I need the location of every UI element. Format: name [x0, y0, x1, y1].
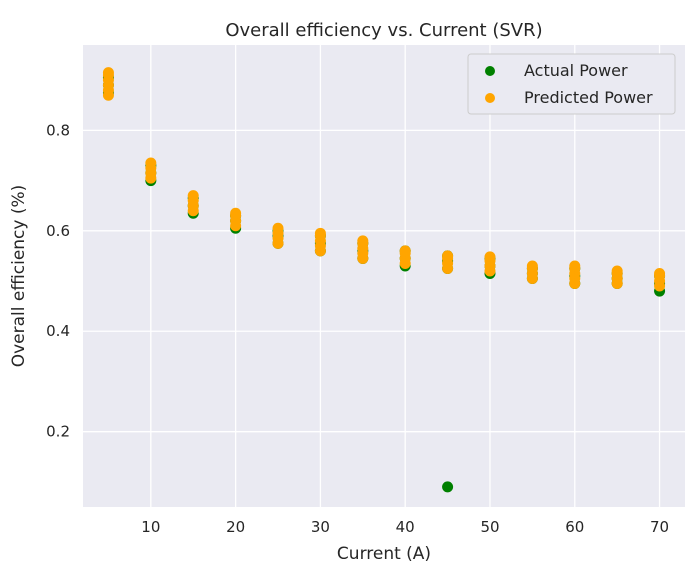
- data-point: [357, 235, 369, 247]
- grid-lines: [83, 45, 685, 507]
- x-axis-label: Current (A): [337, 544, 431, 564]
- x-tick-label: 10: [141, 518, 160, 536]
- x-tick-label: 70: [650, 518, 669, 536]
- data-point: [145, 157, 157, 169]
- legend: Actual Power Predicted Power: [467, 53, 676, 115]
- data-points: [102, 67, 666, 493]
- y-axis-ticks: 0.2 0.4 0.6 0.8: [46, 121, 70, 440]
- data-point: [484, 251, 496, 263]
- x-tick-label: 40: [396, 518, 415, 536]
- legend-box: [467, 53, 676, 115]
- y-tick-label: 0.2: [46, 423, 70, 441]
- data-point: [272, 222, 284, 234]
- data-point: [611, 265, 623, 277]
- data-point: [230, 207, 242, 219]
- legend-marker-actual-power: [485, 66, 495, 76]
- legend-marker-predicted-power: [485, 93, 495, 103]
- data-point: [399, 245, 411, 257]
- y-tick-label: 0.6: [46, 222, 70, 240]
- data-point: [102, 67, 114, 79]
- x-tick-label: 50: [480, 518, 499, 536]
- legend-label-predicted-power: Predicted Power: [524, 88, 653, 107]
- data-point: [442, 481, 454, 493]
- y-axis-label: Overall efficiency (%): [9, 185, 29, 368]
- series-1: [102, 67, 666, 292]
- x-tick-label: 60: [565, 518, 584, 536]
- data-point: [526, 260, 538, 272]
- data-point: [442, 250, 454, 262]
- x-tick-label: 20: [226, 518, 245, 536]
- y-tick-label: 0.4: [46, 322, 70, 340]
- chart-title: Overall efficiency vs. Current (SVR): [225, 20, 542, 41]
- y-tick-label: 0.8: [46, 121, 70, 139]
- data-point: [654, 267, 666, 279]
- x-axis-ticks: 10 20 30 40 50 60 70: [141, 518, 669, 536]
- x-tick-label: 30: [311, 518, 330, 536]
- data-point: [187, 190, 199, 202]
- data-point: [569, 260, 581, 272]
- data-point: [314, 227, 326, 239]
- legend-label-actual-power: Actual Power: [524, 61, 628, 80]
- plot-area: [83, 45, 685, 507]
